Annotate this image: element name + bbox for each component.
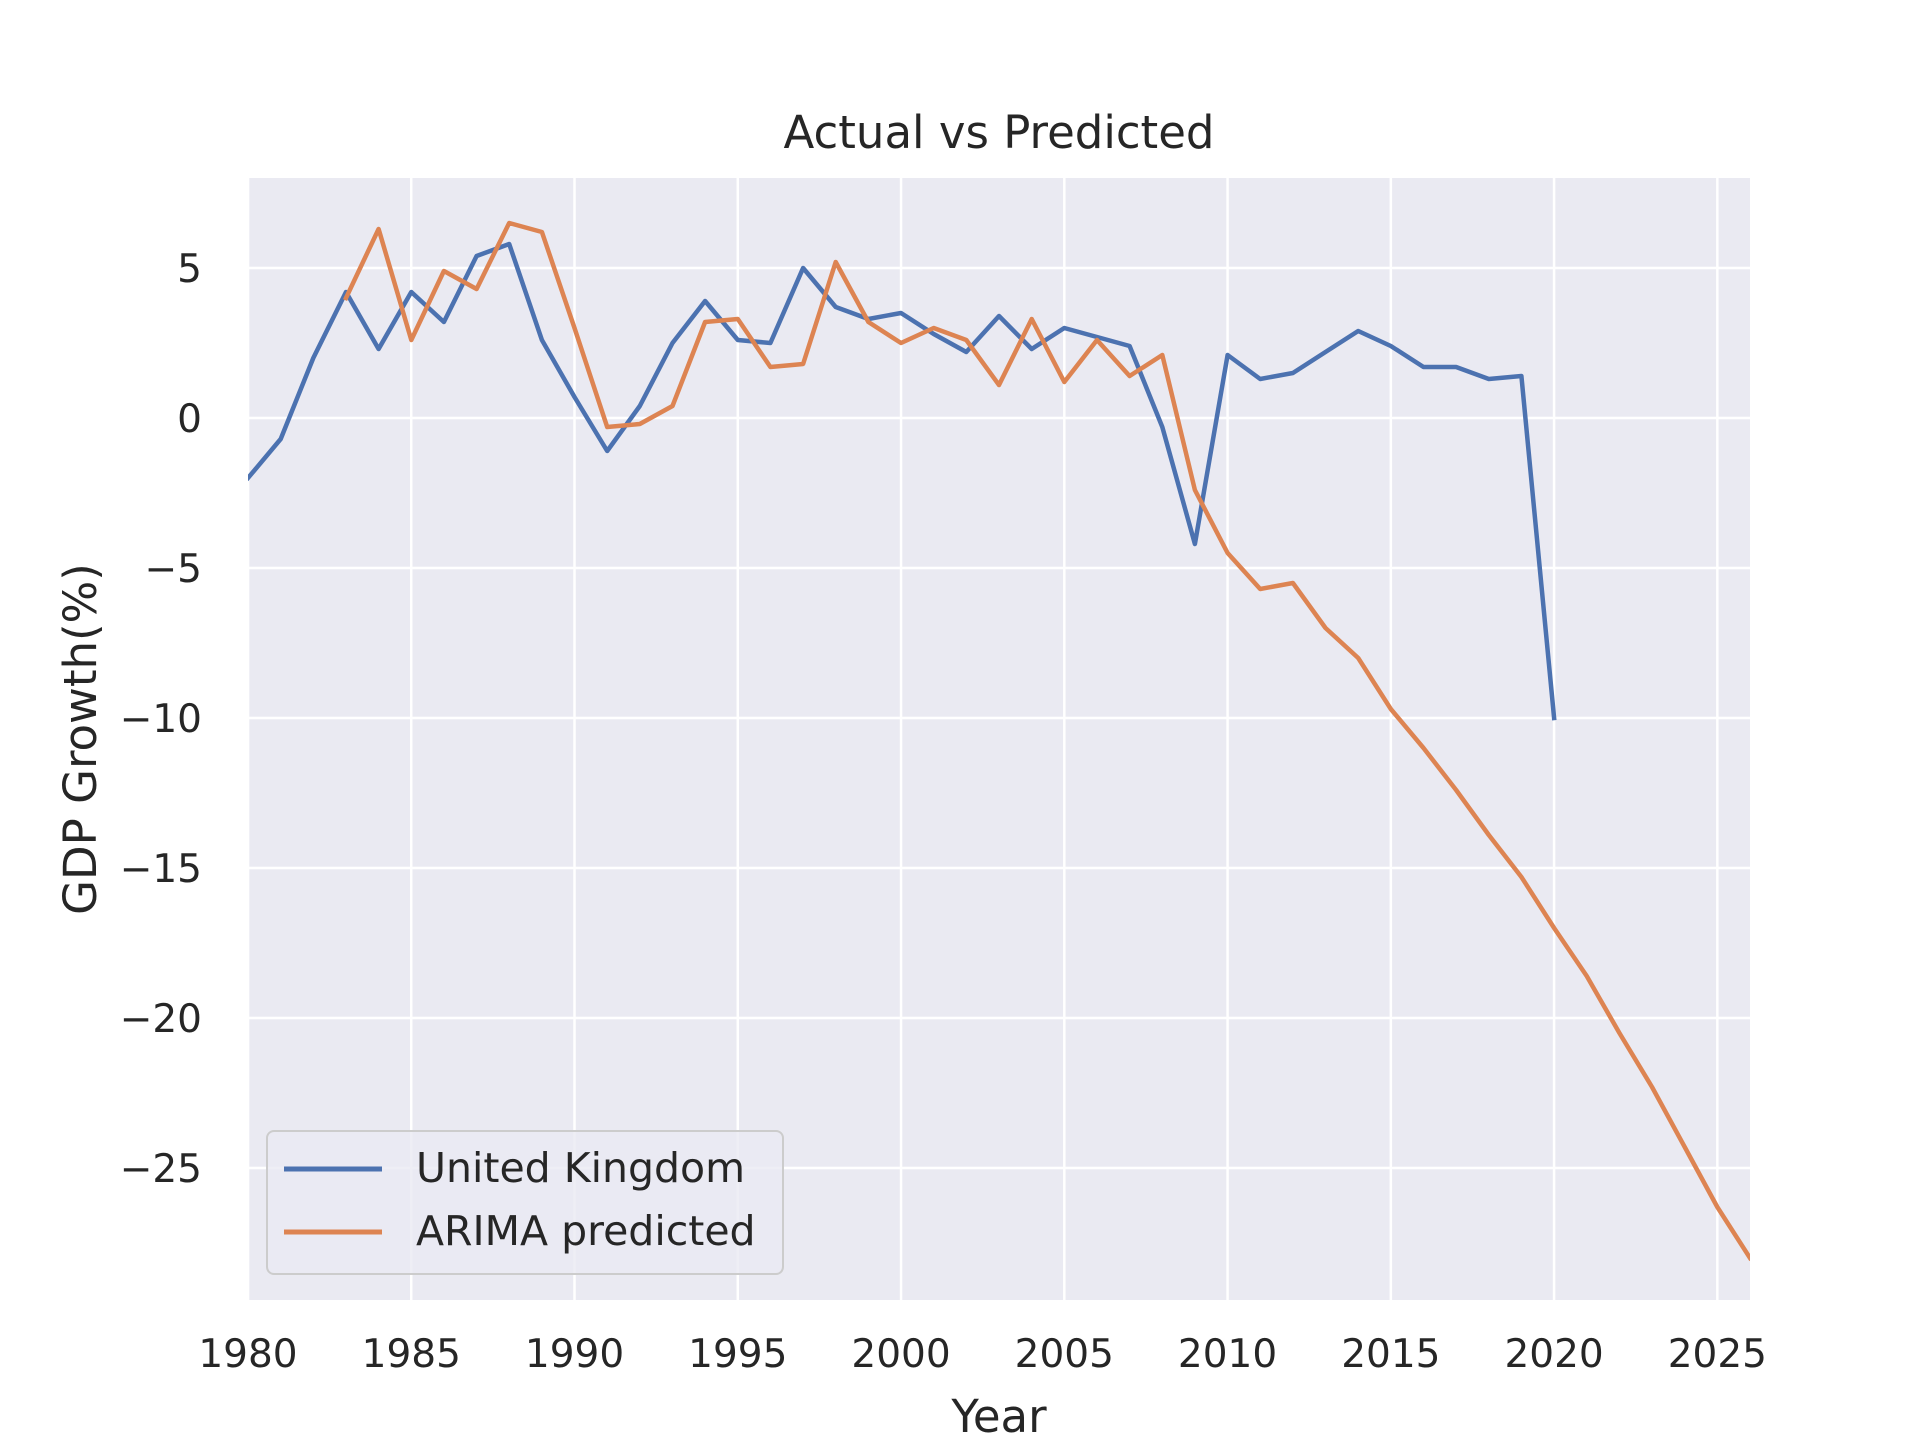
legend-label-united-kingdom: United Kingdom <box>416 1144 745 1192</box>
x-axis-label: Year <box>950 1390 1047 1440</box>
y-tick-labels: 5 0 −5 −10 −15 −20 −25 <box>120 247 202 1192</box>
series-lines <box>248 220 1750 1262</box>
x-tick-label: 1995 <box>688 1332 787 1377</box>
x-tick-label: 2015 <box>1341 1332 1440 1377</box>
x-tick-label: 1985 <box>362 1332 461 1377</box>
y-tick-label: −5 <box>145 547 203 592</box>
grid-lines <box>246 178 1750 1300</box>
legend-label-arima-predicted: ARIMA predicted <box>416 1207 756 1255</box>
y-tick-label: 5 <box>177 247 202 292</box>
x-tick-labels: 1980 1985 1990 1995 2000 2005 2010 2015 2020 2025 <box>198 1332 1767 1377</box>
y-tick-label: −20 <box>120 997 202 1042</box>
x-tick-label: 2010 <box>1178 1332 1277 1377</box>
x-tick-label: 2005 <box>1015 1332 1114 1377</box>
y-tick-label: 0 <box>177 397 202 442</box>
y-axis-label: GDP Growth(%) <box>54 563 107 915</box>
plot-background <box>248 178 1750 1300</box>
x-tick-label: 2020 <box>1504 1332 1603 1377</box>
y-tick-label: −25 <box>120 1147 202 1192</box>
x-tick-label: 2000 <box>851 1332 950 1377</box>
x-tick-label: 2025 <box>1668 1332 1767 1377</box>
x-tick-label: 1980 <box>198 1332 297 1377</box>
legend-frame <box>266 1130 784 1275</box>
series-line-arima-predicted <box>343 220 1750 1262</box>
x-tick-label: 1990 <box>525 1332 624 1377</box>
legend: United Kingdom ARIMA predicted <box>266 1130 784 1275</box>
y-tick-label: −10 <box>120 697 202 742</box>
chart-title: Actual vs Predicted <box>784 106 1215 159</box>
y-tick-label: −15 <box>120 847 202 892</box>
series-line-united-kingdom <box>248 241 1557 721</box>
